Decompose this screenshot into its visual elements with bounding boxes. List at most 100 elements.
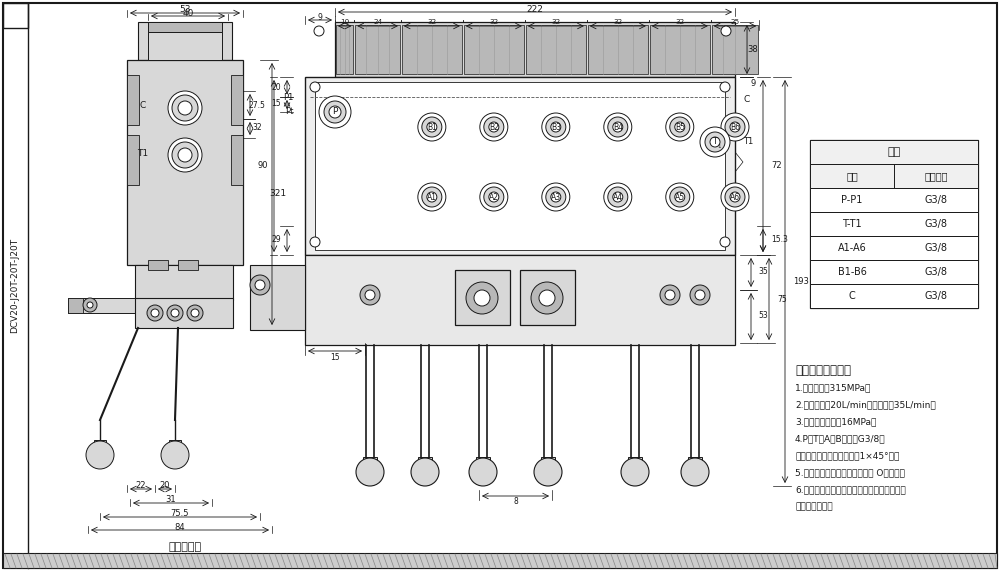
Circle shape xyxy=(705,132,725,152)
Bar xyxy=(810,164,978,188)
Circle shape xyxy=(365,290,375,300)
Text: B6: B6 xyxy=(730,123,740,131)
Text: 25: 25 xyxy=(730,19,740,25)
Circle shape xyxy=(710,137,720,147)
Circle shape xyxy=(172,95,198,121)
Circle shape xyxy=(665,290,675,300)
Circle shape xyxy=(551,192,561,202)
Circle shape xyxy=(418,183,446,211)
Text: 5.控制方式：手动、弹簧复位。 O型阔口；: 5.控制方式：手动、弹簧复位。 O型阔口； xyxy=(795,468,905,477)
Circle shape xyxy=(310,237,320,247)
Text: G3/8: G3/8 xyxy=(924,195,948,205)
Text: 31: 31 xyxy=(166,496,176,505)
Text: B1: B1 xyxy=(427,123,437,131)
Text: 均为平面密封，贺纹孔口倡1×45°角。: 均为平面密封，贺纹孔口倡1×45°角。 xyxy=(795,452,899,460)
Circle shape xyxy=(250,275,270,295)
Circle shape xyxy=(469,458,497,486)
Text: 9: 9 xyxy=(750,78,756,87)
Bar xyxy=(135,298,233,328)
Text: A3: A3 xyxy=(551,192,561,202)
Circle shape xyxy=(427,122,437,132)
Circle shape xyxy=(422,187,442,207)
Circle shape xyxy=(422,117,442,137)
Circle shape xyxy=(83,298,97,312)
Circle shape xyxy=(695,290,705,300)
Text: 29: 29 xyxy=(271,235,281,244)
Text: 15: 15 xyxy=(271,99,281,108)
Bar xyxy=(148,32,222,60)
Text: G3/8: G3/8 xyxy=(924,267,948,277)
Circle shape xyxy=(666,113,694,141)
Text: 贺纹规格: 贺纹规格 xyxy=(924,171,948,181)
Circle shape xyxy=(670,187,690,207)
Bar xyxy=(335,22,735,77)
Circle shape xyxy=(721,113,749,141)
Bar xyxy=(169,440,181,458)
Bar xyxy=(250,265,305,330)
Circle shape xyxy=(608,187,628,207)
Text: 9: 9 xyxy=(318,13,322,22)
Bar xyxy=(455,270,510,325)
Text: Pt: Pt xyxy=(285,107,293,116)
Circle shape xyxy=(613,122,623,132)
Bar xyxy=(628,457,642,473)
Circle shape xyxy=(474,290,490,306)
Text: G3/8: G3/8 xyxy=(924,219,948,229)
Text: 架后盖为铝本色: 架后盖为铝本色 xyxy=(795,502,833,512)
Circle shape xyxy=(187,305,203,321)
Circle shape xyxy=(700,127,730,157)
Text: 32: 32 xyxy=(427,19,436,25)
Circle shape xyxy=(172,142,198,168)
Circle shape xyxy=(546,117,566,137)
Text: 84: 84 xyxy=(175,522,185,532)
Circle shape xyxy=(329,106,341,118)
Bar xyxy=(127,60,243,265)
Circle shape xyxy=(356,458,384,486)
Circle shape xyxy=(725,117,745,137)
Text: 接口: 接口 xyxy=(846,171,858,181)
Text: 20: 20 xyxy=(160,481,170,490)
Circle shape xyxy=(660,285,680,305)
Circle shape xyxy=(534,458,562,486)
Text: 8: 8 xyxy=(513,497,518,506)
Text: A6: A6 xyxy=(730,192,740,202)
Circle shape xyxy=(147,305,163,321)
Bar xyxy=(464,25,524,74)
Bar xyxy=(3,3,28,28)
Circle shape xyxy=(720,82,730,92)
Text: 72: 72 xyxy=(771,162,782,171)
Bar xyxy=(402,25,462,74)
Text: A1: A1 xyxy=(427,192,437,202)
Text: 阀体: 阀体 xyxy=(887,147,901,157)
Bar xyxy=(68,298,83,313)
Circle shape xyxy=(171,309,179,317)
Circle shape xyxy=(539,290,555,306)
Circle shape xyxy=(411,458,439,486)
Text: 技术要求及参数：: 技术要求及参数： xyxy=(795,364,851,376)
Circle shape xyxy=(255,280,265,290)
Bar xyxy=(148,22,222,32)
Bar xyxy=(127,75,139,125)
Circle shape xyxy=(480,113,508,141)
Text: 4.P、T、A、B口均为G3/8，: 4.P、T、A、B口均为G3/8， xyxy=(795,435,886,444)
Text: 193: 193 xyxy=(793,277,809,286)
Circle shape xyxy=(721,26,731,36)
Circle shape xyxy=(730,192,740,202)
Text: 20: 20 xyxy=(271,82,281,91)
Bar xyxy=(810,212,978,236)
Text: C: C xyxy=(140,102,146,111)
Circle shape xyxy=(484,117,504,137)
Text: B3: B3 xyxy=(551,123,561,131)
Text: A5: A5 xyxy=(675,192,685,202)
Text: P1: P1 xyxy=(283,93,293,102)
Text: 90: 90 xyxy=(258,162,268,171)
Text: P: P xyxy=(332,107,338,116)
Text: T1: T1 xyxy=(743,138,753,147)
Circle shape xyxy=(730,122,740,132)
Bar xyxy=(810,140,978,164)
Bar xyxy=(138,22,232,60)
Bar xyxy=(315,82,725,250)
Circle shape xyxy=(675,192,685,202)
Text: A2: A2 xyxy=(489,192,499,202)
Bar xyxy=(336,25,353,74)
